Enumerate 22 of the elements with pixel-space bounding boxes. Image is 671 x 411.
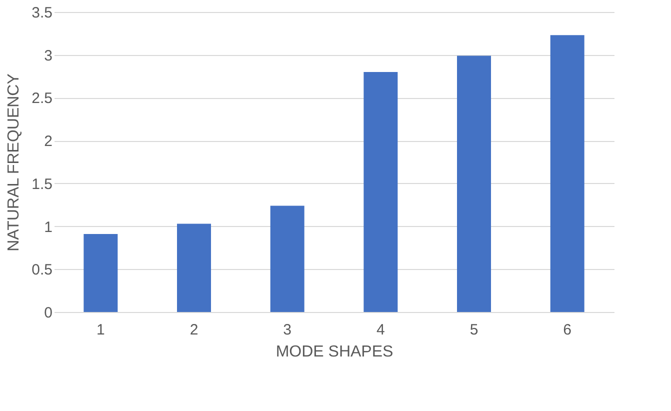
bar bbox=[457, 56, 491, 312]
y-tick-label: 2 bbox=[44, 133, 52, 150]
x-tick-label: 5 bbox=[470, 322, 478, 338]
y-tick-label: 1.5 bbox=[32, 176, 52, 193]
x-axis-title: MODE SHAPES bbox=[276, 344, 394, 360]
x-tick-label: 6 bbox=[563, 322, 572, 338]
y-tick-label: 0 bbox=[44, 304, 52, 322]
bar bbox=[270, 206, 304, 312]
y-axis-title: NATURAL FREQUENCY bbox=[6, 73, 23, 252]
y-tick-label: 3 bbox=[44, 47, 52, 64]
x-tick-label: 1 bbox=[96, 322, 105, 338]
bar bbox=[177, 224, 211, 312]
bar bbox=[84, 234, 118, 312]
bar bbox=[364, 72, 398, 312]
y-tick-label: 1 bbox=[44, 218, 52, 236]
x-tick-label: 4 bbox=[376, 322, 385, 338]
y-tick-label: 0.5 bbox=[32, 262, 52, 279]
y-tick-label: 3.5 bbox=[32, 4, 52, 22]
bar bbox=[550, 35, 584, 312]
x-tick-label: 2 bbox=[190, 322, 198, 338]
x-tick-label: 3 bbox=[283, 322, 292, 338]
y-tick-label: 2.5 bbox=[32, 90, 52, 108]
